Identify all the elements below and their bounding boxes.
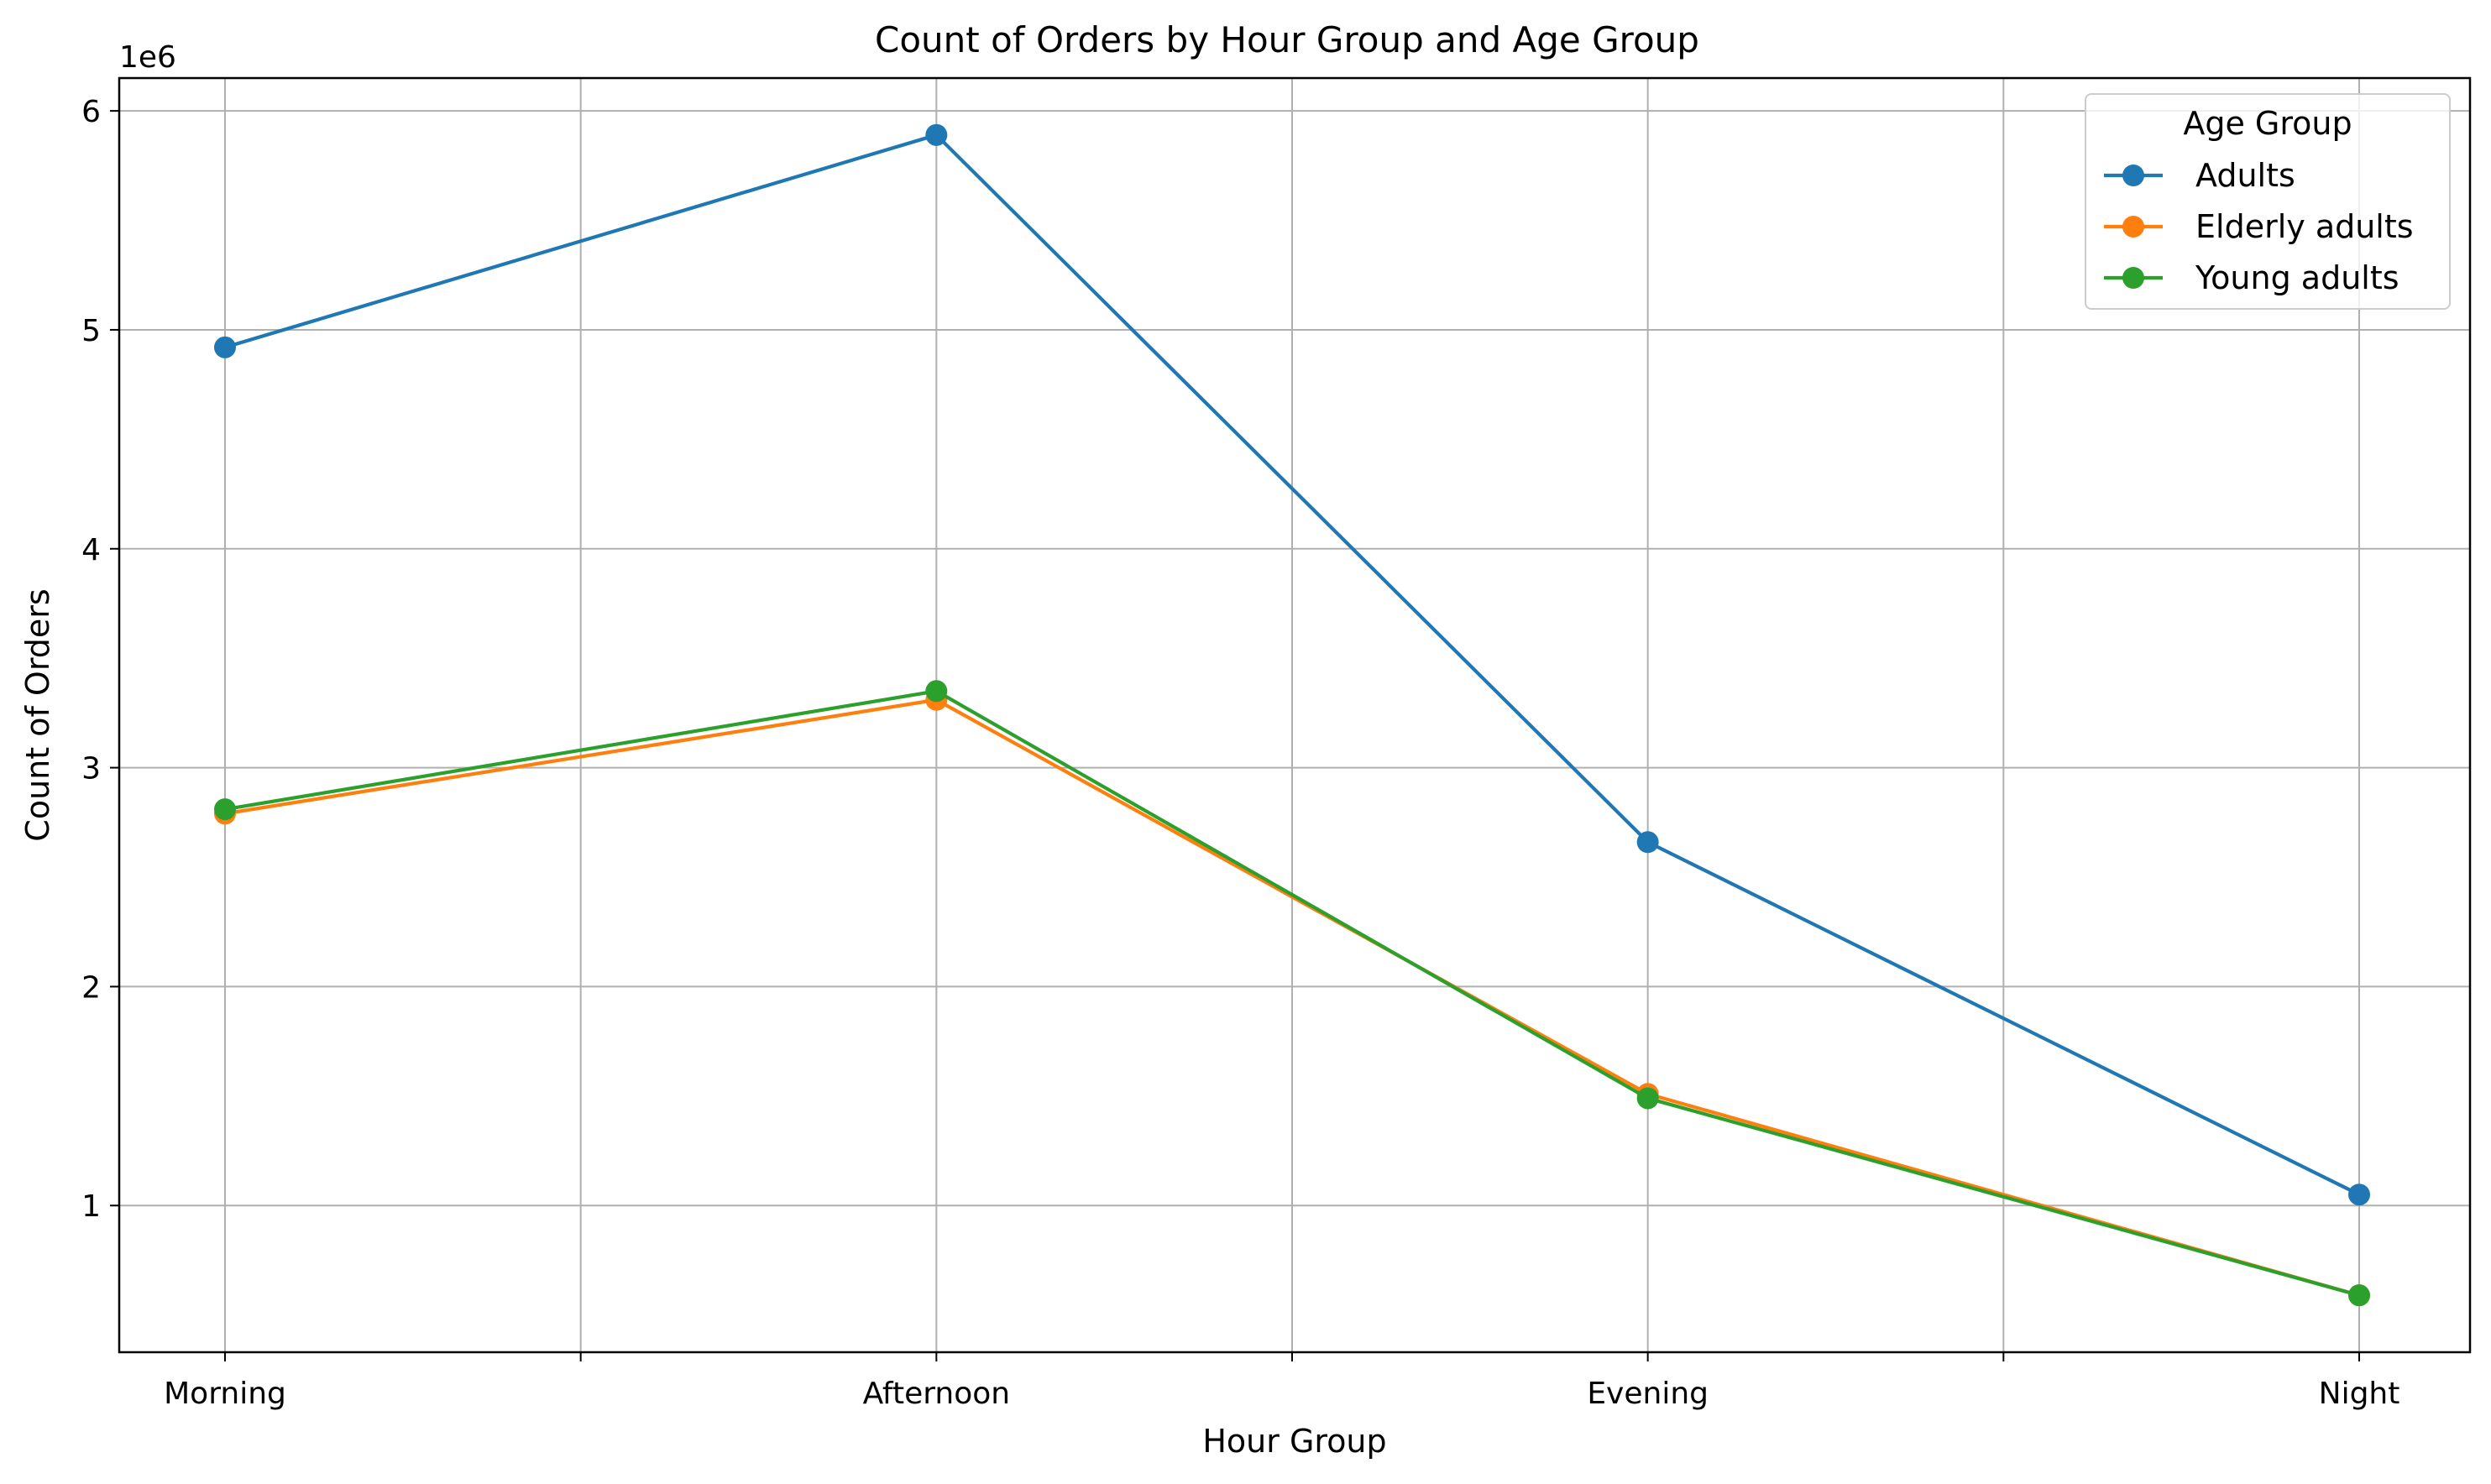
x-tick-label: Evening bbox=[1587, 1377, 1709, 1411]
y-tick-label: 3 bbox=[81, 752, 101, 786]
chart-title: Count of Orders by Hour Group and Age Gr… bbox=[875, 19, 1699, 60]
y-tick-label: 6 bbox=[81, 95, 101, 129]
data-point bbox=[1636, 831, 1659, 854]
legend-label: Young adults bbox=[2195, 259, 2399, 296]
series-adults bbox=[214, 123, 2370, 1206]
series-lines bbox=[214, 123, 2370, 1307]
y-axis-label: Count of Orders bbox=[19, 588, 56, 841]
legend-item: Elderly adults bbox=[2104, 208, 2414, 245]
data-point bbox=[214, 336, 236, 358]
legend-marker bbox=[2122, 216, 2144, 238]
y-tick-label: 1 bbox=[81, 1189, 101, 1224]
legend-title: Age Group bbox=[2183, 105, 2352, 142]
legend-item: Adults bbox=[2104, 157, 2295, 194]
data-point bbox=[925, 123, 948, 146]
grid-lines bbox=[119, 78, 2470, 1352]
data-point bbox=[925, 680, 948, 703]
y-tick-label: 2 bbox=[81, 970, 101, 1005]
x-tick-label: Night bbox=[2319, 1377, 2400, 1411]
y-tick-label: 5 bbox=[81, 314, 101, 348]
y-offset-label: 1e6 bbox=[119, 40, 176, 75]
y-tick-label: 4 bbox=[81, 533, 101, 567]
x-tick-label: Morning bbox=[164, 1377, 286, 1411]
legend-label: Adults bbox=[2195, 157, 2295, 194]
data-point bbox=[2348, 1284, 2370, 1307]
series-line bbox=[222, 689, 2362, 1298]
x-axis-label: Hour Group bbox=[1202, 1423, 1386, 1460]
legend-items: Adults Elderly adults Young adults bbox=[2104, 157, 2414, 296]
x-tick-label: Afternoon bbox=[863, 1377, 1011, 1411]
legend: Age Group Adults Elderly adults Young adul… bbox=[2085, 93, 2451, 310]
legend-item: Young adults bbox=[2104, 259, 2399, 296]
axis-ticks: Morning Afternoon Evening Night 1 2 3 4 5 6 bbox=[81, 95, 2399, 1411]
series-young-adults bbox=[214, 680, 2370, 1307]
plot-frame bbox=[118, 76, 2472, 1354]
legend-label: Elderly adults bbox=[2195, 208, 2414, 245]
legend-box bbox=[2085, 93, 2451, 310]
data-point bbox=[1636, 1087, 1659, 1110]
legend-marker bbox=[2122, 165, 2144, 186]
legend-marker bbox=[2122, 267, 2144, 289]
series-line bbox=[222, 133, 2362, 1198]
data-point bbox=[214, 798, 236, 821]
data-point bbox=[2348, 1184, 2370, 1206]
series-line bbox=[222, 698, 2362, 1298]
